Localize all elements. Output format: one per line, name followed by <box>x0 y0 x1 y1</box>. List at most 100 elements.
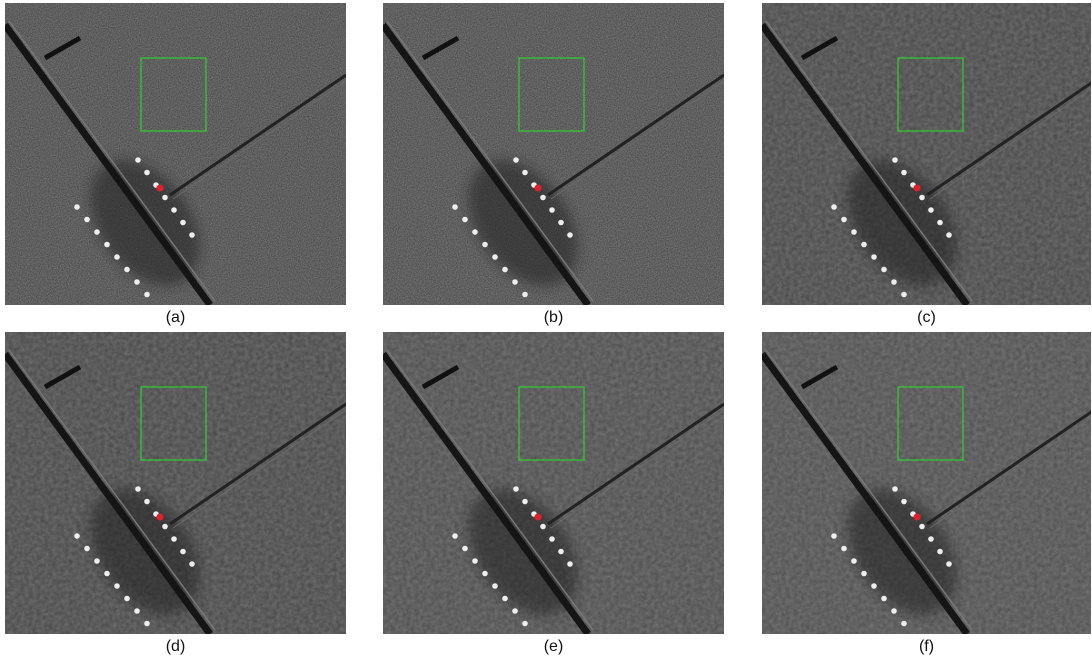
target <box>891 608 897 614</box>
target <box>861 242 867 248</box>
target <box>919 524 925 530</box>
target <box>512 279 518 285</box>
target <box>134 608 140 614</box>
red-target <box>535 514 542 521</box>
target <box>540 524 546 530</box>
target <box>892 486 898 492</box>
target <box>104 242 110 248</box>
target <box>513 157 519 163</box>
target <box>135 486 141 492</box>
target <box>522 499 528 505</box>
target <box>84 546 90 552</box>
target <box>831 204 837 210</box>
red-target <box>914 514 921 521</box>
target <box>540 195 546 201</box>
image-content <box>762 3 1092 306</box>
target <box>74 204 80 210</box>
target <box>513 486 519 492</box>
target <box>567 561 573 567</box>
image-panel: (e) <box>383 332 724 655</box>
target <box>937 220 943 226</box>
target <box>522 170 528 176</box>
target <box>171 536 177 542</box>
target <box>567 232 573 238</box>
target <box>549 207 555 213</box>
target <box>162 195 168 201</box>
target <box>124 267 130 273</box>
target <box>851 229 857 235</box>
target <box>144 170 150 176</box>
panel-label: (c) <box>917 309 936 326</box>
target <box>492 254 498 260</box>
image-panel: (c) <box>762 3 1092 326</box>
target <box>928 536 934 542</box>
target <box>892 157 898 163</box>
image-content <box>383 3 724 306</box>
target <box>549 536 555 542</box>
target <box>919 195 925 201</box>
target <box>881 596 887 602</box>
target <box>558 220 564 226</box>
target <box>558 549 564 555</box>
target <box>472 558 478 564</box>
red-target <box>914 185 921 192</box>
target <box>881 267 887 273</box>
target <box>946 232 952 238</box>
target <box>937 549 943 555</box>
target <box>462 546 468 552</box>
panel-label: (f) <box>919 638 934 655</box>
target <box>84 217 90 223</box>
target <box>492 583 498 589</box>
target <box>928 207 934 213</box>
target <box>144 621 150 627</box>
figure: (a) (b) (c) (d) (e) (f) <box>0 0 1092 662</box>
target <box>502 267 508 273</box>
image-panel: (b) <box>383 3 724 326</box>
target <box>74 533 80 539</box>
image-content <box>5 332 346 635</box>
target <box>171 207 177 213</box>
target <box>144 499 150 505</box>
target <box>180 220 186 226</box>
panel-label: (a) <box>166 309 186 326</box>
target <box>522 621 528 627</box>
image-content <box>383 332 724 635</box>
target <box>841 546 847 552</box>
target <box>114 583 120 589</box>
target <box>851 558 857 564</box>
target <box>871 254 877 260</box>
image-content <box>5 3 346 306</box>
target <box>946 561 952 567</box>
red-target <box>157 514 164 521</box>
panel-label: (d) <box>166 638 186 655</box>
figure-canvas: (a) (b) (c) (d) (e) (f) <box>0 0 1092 662</box>
target <box>472 229 478 235</box>
target <box>124 596 130 602</box>
target <box>189 232 195 238</box>
target <box>841 217 847 223</box>
target <box>901 499 907 505</box>
target <box>502 596 508 602</box>
target <box>189 561 195 567</box>
target <box>94 229 100 235</box>
red-target <box>157 185 164 192</box>
target <box>104 571 110 577</box>
target <box>180 549 186 555</box>
target <box>522 292 528 298</box>
target <box>462 217 468 223</box>
target <box>452 204 458 210</box>
target <box>901 170 907 176</box>
image-panel: (a) <box>5 3 346 326</box>
target <box>901 621 907 627</box>
target <box>482 571 488 577</box>
image-panel: (d) <box>5 332 346 655</box>
target <box>134 279 140 285</box>
target <box>135 157 141 163</box>
target <box>871 583 877 589</box>
panel-label: (b) <box>544 309 564 326</box>
image-panel: (f) <box>762 332 1092 655</box>
red-target <box>535 185 542 192</box>
target <box>482 242 488 248</box>
target <box>512 608 518 614</box>
target <box>162 524 168 530</box>
